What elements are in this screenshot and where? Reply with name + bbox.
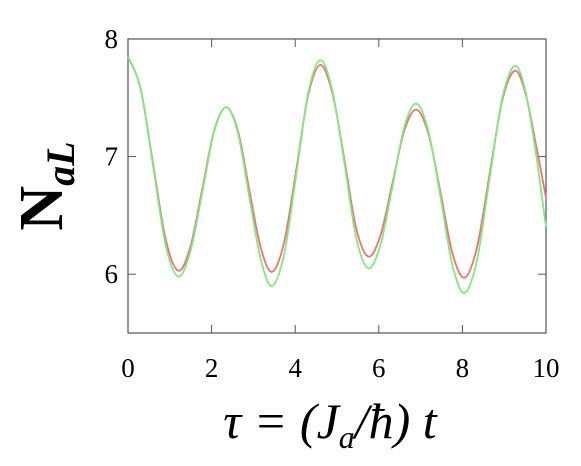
series-line	[127, 56, 547, 279]
x-label-part: /ħ) t	[352, 393, 438, 449]
x-tick-label: 10	[533, 353, 560, 383]
x-tick-label: 0	[121, 353, 135, 383]
plot-frame	[127, 38, 547, 334]
y-axis-label: NaL	[8, 141, 83, 230]
series-line	[127, 56, 547, 294]
y-tick-label: 8	[105, 24, 119, 54]
x-axis-label: τ = (Ja/ħ) t	[223, 393, 438, 455]
y-tick-label: 6	[105, 259, 119, 289]
x-tick-label: 8	[456, 353, 470, 383]
x-tick-label: 4	[288, 353, 302, 383]
y-label-part: N	[8, 186, 76, 231]
y-tick-label: 7	[105, 142, 119, 172]
x-tick-label: 2	[205, 353, 219, 383]
x-label-sub: a	[339, 419, 355, 455]
x-tick-label: 6	[372, 353, 386, 383]
x-label-part: τ = (J	[223, 393, 341, 449]
y-label-sub: aL	[38, 141, 83, 185]
